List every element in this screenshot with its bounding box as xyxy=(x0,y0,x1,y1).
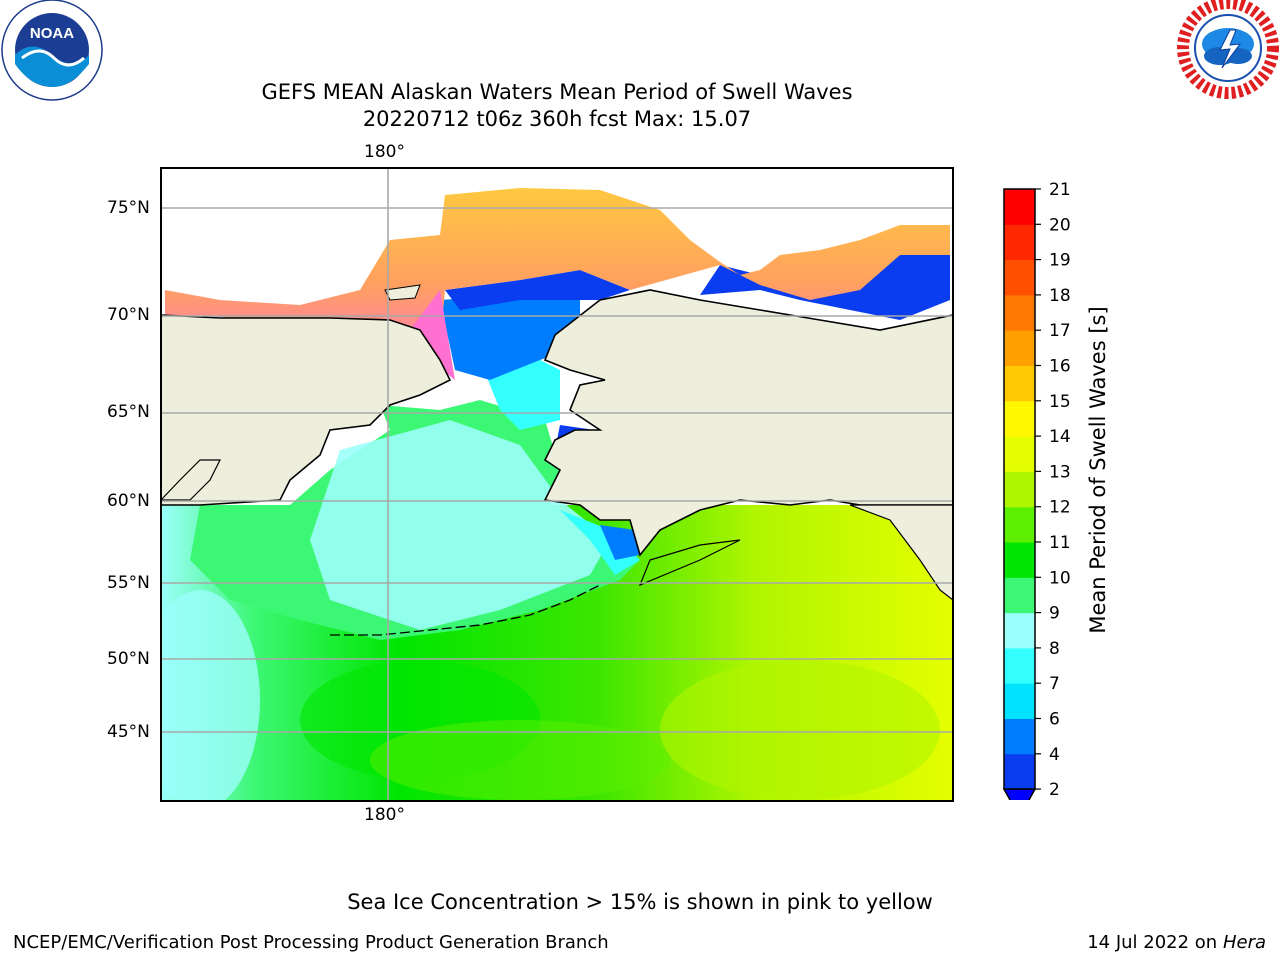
alaska-landmass xyxy=(543,289,953,557)
colorbar-segment xyxy=(1004,330,1035,366)
colorbar: 2 4 6 7 8 9 10 11 12 13 14 15 16 17 18 19 20 21 xyxy=(1002,180,1071,800)
colorbar-segment xyxy=(1004,753,1035,790)
svg-text:NOAA: NOAA xyxy=(30,25,74,42)
colorbar-label: Mean Period of Swell Waves [s] xyxy=(1086,306,1110,634)
lon-label-bottom: 180° xyxy=(364,805,405,825)
colorbar-segment xyxy=(1004,718,1035,755)
colorbar-tick-label: 6 xyxy=(1049,710,1060,730)
colorbar-segment xyxy=(1004,647,1035,684)
colorbar-tick-label: 7 xyxy=(1049,674,1060,694)
colorbar-segment xyxy=(1004,189,1035,225)
chart-subtitle: 20220712 t06z 360h fcst Max: 15.07 xyxy=(362,107,752,131)
lat-label-45: 45°N xyxy=(107,722,150,742)
sea-ice-field xyxy=(165,188,950,380)
lat-label-50: 50°N xyxy=(107,649,150,669)
colorbar-segment xyxy=(1004,400,1035,437)
footer-credit: NCEP/EMC/Verification Post Processing Pr… xyxy=(13,932,609,953)
colorbar-segment xyxy=(1004,577,1035,614)
colorbar-tick-label: 18 xyxy=(1049,286,1071,306)
colorbar-tick-label: 14 xyxy=(1049,427,1071,447)
colorbar-segment xyxy=(1004,542,1035,578)
colorbar-segment xyxy=(1004,471,1035,508)
map-panel xyxy=(160,167,954,802)
lon-label-top: 180° xyxy=(364,142,405,162)
colorbar-tick-label: 15 xyxy=(1049,392,1071,412)
colorbar-tick-label: 9 xyxy=(1049,604,1060,624)
colorbar-segment xyxy=(1004,224,1035,261)
colorbar-segment xyxy=(1004,294,1035,331)
lat-label-75: 75°N xyxy=(107,198,150,218)
colorbar-segment xyxy=(1004,506,1035,543)
colorbar-segment xyxy=(1004,259,1035,296)
lat-label-60: 60°N xyxy=(107,491,150,511)
colorbar-segment xyxy=(1004,365,1035,402)
colorbar-segment xyxy=(1004,436,1035,472)
colorbar-segment xyxy=(1004,612,1035,649)
chart-title: GEFS MEAN Alaskan Waters Mean Period of … xyxy=(261,80,853,104)
colorbar-tick-label: 19 xyxy=(1049,251,1071,271)
colorbar-tick-label: 17 xyxy=(1049,321,1071,341)
colorbar-tick-label: 21 xyxy=(1049,180,1071,200)
lat-label-65: 65°N xyxy=(107,402,150,422)
colorbar-tick-label: 2 xyxy=(1049,780,1060,800)
colorbar-tick-label: 8 xyxy=(1049,639,1060,659)
colorbar-frame xyxy=(1003,188,1036,790)
sea-ice-caption: Sea Ice Concentration > 15% is shown in … xyxy=(347,890,933,914)
colorbar-tick-label: 13 xyxy=(1049,462,1071,482)
footer-date: 14 Jul 2022 on Hera xyxy=(1087,932,1266,953)
noaa-logo: NOAA xyxy=(1,0,103,101)
colorbar-tick-label: 16 xyxy=(1049,357,1071,377)
colorbar-segment xyxy=(1004,683,1035,719)
lat-label-70: 70°N xyxy=(107,305,150,325)
footer-host: Hera xyxy=(1222,932,1266,953)
colorbar-tick-label: 20 xyxy=(1049,215,1071,235)
colorbar-tick-label: 4 xyxy=(1049,745,1060,765)
colorbar-tick-label: 12 xyxy=(1049,498,1071,518)
colorbar-tick-label: 10 xyxy=(1049,568,1071,588)
footer-date-text: 14 Jul 2022 on xyxy=(1087,932,1223,953)
colorbar-extend-arrow xyxy=(1002,788,1037,800)
nws-logo xyxy=(1177,0,1279,99)
lat-label-55: 55°N xyxy=(107,573,150,593)
colorbar-tick-label: 11 xyxy=(1049,533,1071,553)
